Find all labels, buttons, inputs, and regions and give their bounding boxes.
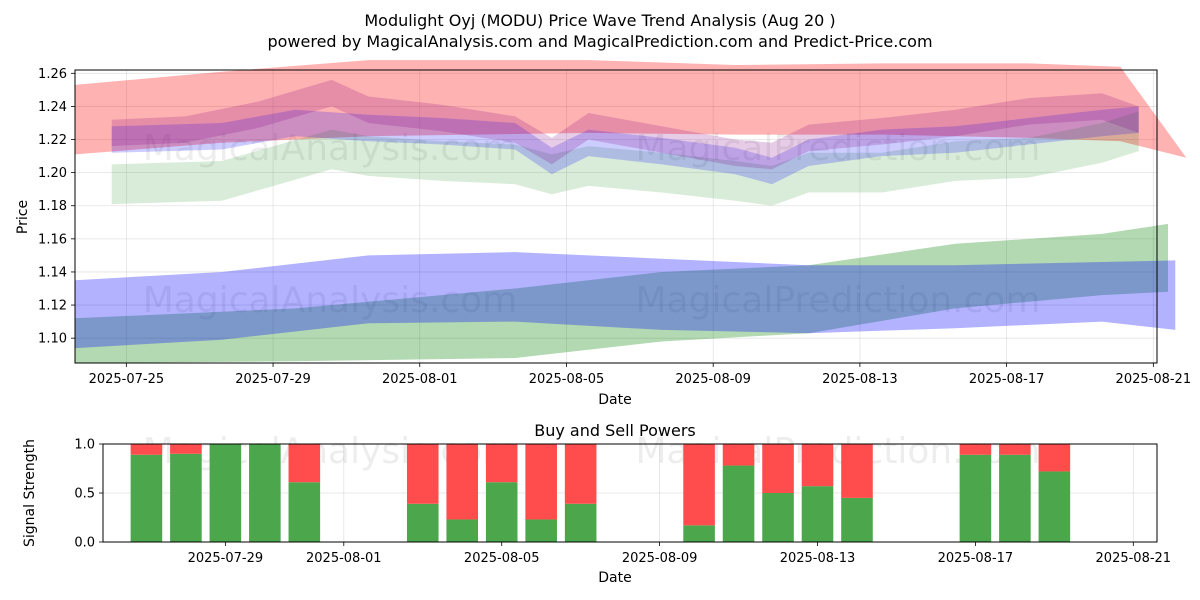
sell-bar xyxy=(841,444,873,498)
sell-bar xyxy=(170,444,202,454)
x-tick-label: 2025-08-05 xyxy=(529,372,605,387)
band-blue-long-band xyxy=(75,252,1176,349)
sell-bar xyxy=(525,444,557,520)
x-tick-label: 2025-08-01 xyxy=(306,551,382,566)
sell-bar xyxy=(446,444,479,520)
y-tick-label: 1.22 xyxy=(38,133,67,148)
y-tick-label: 1.12 xyxy=(38,299,67,314)
buy-bar xyxy=(446,519,479,542)
x-tick-label: 2025-08-21 xyxy=(1096,551,1172,566)
price-bands xyxy=(75,60,1187,363)
watermark-text: MagicalAnalysis.com xyxy=(143,128,517,169)
buy-bar xyxy=(209,444,242,542)
sell-bar xyxy=(722,444,755,466)
buy-bar xyxy=(525,519,557,542)
y-tick-label: 1.24 xyxy=(38,100,67,115)
price-plot-frame xyxy=(74,69,1158,364)
y-tick-label: 1.0 xyxy=(74,438,95,453)
x-tick-label: 2025-08-01 xyxy=(382,372,458,387)
y-tick-label: 0.0 xyxy=(74,536,95,551)
signal-panel: Buy and Sell Powers MagicalAnalysis.com M… xyxy=(22,421,1171,586)
buy-bar xyxy=(406,503,439,542)
buy-bar xyxy=(999,454,1031,542)
watermark-text: MagicalPrediction.com xyxy=(636,128,1041,169)
price-watermarks: MagicalAnalysis.com MagicalPrediction.com… xyxy=(143,128,1041,321)
sell-bar xyxy=(485,444,518,483)
buy-bar xyxy=(841,497,873,542)
signal-title: Buy and Sell Powers xyxy=(534,421,696,440)
sell-bar xyxy=(683,444,715,526)
y-tick-label: 1.18 xyxy=(38,199,67,214)
signal-bars xyxy=(130,444,1071,542)
band-red-trend-band xyxy=(75,60,1187,193)
band-blue-short-wave xyxy=(111,106,1139,185)
sell-bar xyxy=(959,444,992,455)
price-x-axis-label: Date xyxy=(598,392,631,408)
y-tick-label: 1.20 xyxy=(38,166,67,181)
x-tick-label: 2025-07-29 xyxy=(188,551,264,566)
x-tick-label: 2025-08-09 xyxy=(622,551,698,566)
sell-bar xyxy=(762,444,794,493)
price-ticks: 1.10 1.12 1.14 1.16 1.18 1.20 1.22 1.24 1.26 2025… xyxy=(38,67,1191,387)
band-green-short-wave xyxy=(111,111,1139,206)
x-tick-label: 2025-08-13 xyxy=(780,551,856,566)
buy-bar xyxy=(722,465,755,542)
x-tick-label: 2025-08-21 xyxy=(1116,372,1192,387)
x-tick-label: 2025-07-29 xyxy=(235,372,311,387)
sell-bar xyxy=(801,444,834,487)
signal-ticks: 0.0 0.5 1.0 2025-07-29 2025-08-01 2025-08-05 2… xyxy=(74,438,1171,567)
y-tick-label: 0.5 xyxy=(74,487,95,502)
x-tick-label: 2025-08-17 xyxy=(969,372,1045,387)
sell-bar xyxy=(288,444,321,483)
x-tick-label: 2025-07-25 xyxy=(89,372,165,387)
signal-y-axis-label: Signal Strength xyxy=(22,439,38,547)
watermark-text: MagicalAnalysis.com xyxy=(143,280,517,321)
buy-bar xyxy=(1038,471,1071,542)
buy-bar xyxy=(564,503,597,542)
buy-bar xyxy=(170,453,202,542)
x-tick-label: 2025-08-17 xyxy=(938,551,1014,566)
chart-subtitle: powered by MagicalAnalysis.com and Magic… xyxy=(267,32,932,51)
sell-bar xyxy=(406,444,439,504)
price-panel: MagicalAnalysis.com MagicalPrediction.com… xyxy=(15,60,1191,408)
x-tick-label: 2025-08-05 xyxy=(464,551,540,566)
sell-bar xyxy=(999,444,1031,455)
buy-bar xyxy=(249,444,281,542)
sell-bar xyxy=(1038,444,1071,472)
buy-bar xyxy=(801,486,834,542)
band-green-long-band xyxy=(75,223,1168,363)
buy-bar xyxy=(130,454,163,542)
buy-bar xyxy=(762,493,794,542)
x-tick-label: 2025-08-13 xyxy=(822,372,898,387)
y-tick-label: 1.16 xyxy=(38,232,67,247)
signal-x-axis-label: Date xyxy=(598,570,631,586)
sell-bar xyxy=(564,444,597,504)
y-tick-label: 1.14 xyxy=(38,265,67,280)
chart-title: Modulight Oyj (MODU) Price Wave Trend An… xyxy=(364,11,835,30)
watermark-text: MagicalPrediction.com xyxy=(636,280,1041,321)
buy-bar xyxy=(683,525,715,542)
y-tick-label: 1.26 xyxy=(38,67,67,82)
band-purple-short-wave xyxy=(111,79,1139,170)
buy-bar xyxy=(959,454,992,542)
price-plot-area xyxy=(75,70,1157,363)
buy-bar xyxy=(288,482,321,542)
price-y-axis-label: Price xyxy=(15,200,31,234)
y-tick-label: 1.10 xyxy=(38,332,67,347)
sell-bar xyxy=(130,444,163,455)
x-tick-label: 2025-08-09 xyxy=(675,372,751,387)
buy-bar xyxy=(485,482,518,542)
price-grid xyxy=(75,70,1157,363)
